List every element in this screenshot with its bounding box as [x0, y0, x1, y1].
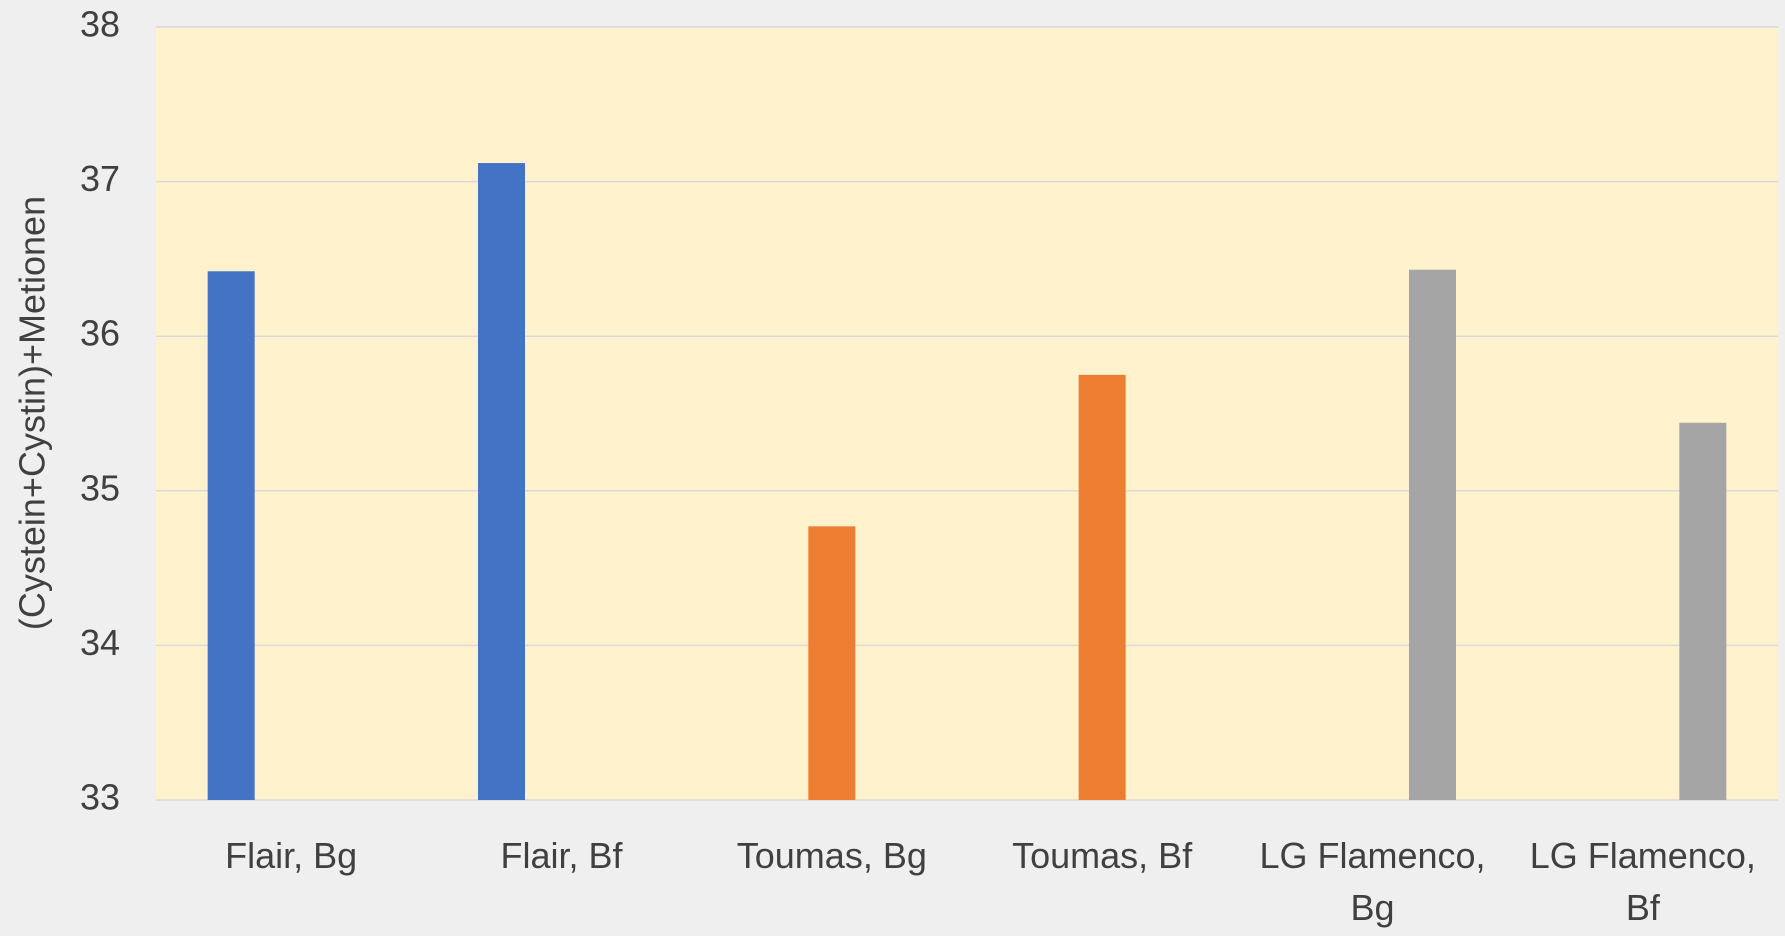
bar — [808, 526, 856, 800]
plot-area — [156, 27, 1778, 800]
x-tick-label: LG Flamenco, Bg — [1259, 835, 1486, 928]
y-tick-label: 38 — [80, 4, 120, 45]
x-tick-label: LG Flamenco, Bf — [1529, 835, 1756, 928]
y-axis-label: (Cystein+Cystin)+Metionen — [12, 196, 53, 630]
y-tick-label: 33 — [80, 777, 120, 818]
y-tick-label: 34 — [80, 622, 120, 663]
x-tick-label: Flair, Bg — [225, 835, 358, 876]
bar — [1409, 269, 1456, 800]
x-tick-label: Flair, Bf — [500, 835, 623, 876]
bar — [1679, 422, 1727, 800]
y-tick-label: 37 — [80, 158, 120, 199]
y-tick-label: 36 — [80, 313, 120, 354]
bar — [478, 163, 525, 801]
bar — [207, 271, 255, 800]
bar — [1078, 374, 1126, 800]
y-tick-label: 35 — [80, 467, 120, 508]
x-tick-label: Toumas, Bg — [736, 835, 927, 876]
x-tick-label: Toumas, Bf — [1012, 835, 1193, 876]
